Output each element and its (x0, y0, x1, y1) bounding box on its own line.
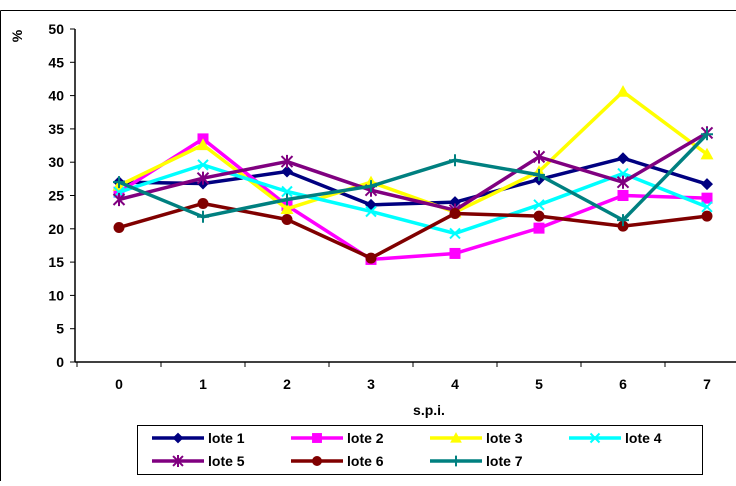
data-point (532, 150, 546, 164)
x-tick-label: 5 (535, 376, 543, 392)
data-point (701, 201, 713, 213)
data-point (449, 196, 461, 209)
legend-item: lote 3 (430, 430, 523, 446)
legend-label: lote 3 (486, 430, 523, 446)
data-point (281, 193, 293, 206)
x-tick-label: 6 (619, 376, 627, 392)
series-line (118, 137, 708, 262)
data-point (281, 213, 293, 225)
series-line (118, 156, 708, 207)
data-point (533, 222, 545, 234)
data-point (449, 207, 461, 219)
data-point (617, 190, 629, 201)
y-tick-label: 15 (48, 254, 64, 270)
data-point (365, 205, 377, 218)
data-point (700, 147, 714, 160)
legend-item: lote 1 (152, 430, 245, 446)
data-point (701, 128, 713, 141)
series-layer (112, 85, 714, 265)
x-tick-label: 1 (199, 376, 207, 392)
series-line (118, 133, 709, 222)
y-tick-label: 30 (48, 154, 64, 170)
data-point (197, 210, 209, 223)
legend-item: lote 6 (291, 453, 384, 469)
data-point (196, 171, 210, 185)
y-tick-label: 25 (48, 188, 64, 204)
x-tick-label: 4 (451, 376, 459, 392)
data-point (616, 85, 630, 97)
data-point (617, 152, 629, 165)
x-tick-label: 0 (115, 376, 123, 392)
data-point (616, 175, 630, 189)
legend-item: lote 2 (291, 430, 384, 446)
series-line (118, 201, 708, 260)
legend-label: lote 5 (208, 453, 245, 469)
y-tick-label: 45 (48, 54, 64, 70)
legend-box (137, 425, 703, 475)
data-point (617, 214, 629, 227)
data-point (113, 176, 125, 189)
data-point (197, 159, 209, 171)
legend-label: lote 2 (347, 430, 384, 446)
data-point (701, 192, 713, 204)
y-tick-label: 35 (48, 121, 64, 137)
y-tick-label: 10 (48, 287, 64, 303)
legend-label: lote 4 (625, 430, 662, 446)
data-point (280, 202, 294, 215)
x-axis-ticks: 0 1 2 3 4 5 6 7 (76, 362, 711, 392)
data-point (450, 455, 462, 467)
data-point (617, 167, 629, 180)
data-point (113, 221, 125, 233)
x-tick-label: 2 (283, 376, 291, 392)
series-lote-7 (113, 128, 713, 227)
y-tick-label: 0 (56, 354, 64, 370)
data-point (589, 432, 601, 444)
data-point (449, 154, 461, 167)
data-point (533, 199, 545, 211)
series-line (118, 89, 709, 214)
x-tick-label: 7 (703, 376, 711, 392)
data-point (449, 247, 461, 259)
y-tick-label: 40 (48, 88, 64, 104)
series-lote-6 (113, 197, 713, 264)
legend-item: lote 4 (569, 430, 662, 446)
data-point (365, 180, 377, 193)
legend: lote 1 lote 2 lote 3 lote 4 lote 5 lote 6 lote… (137, 425, 703, 475)
data-point (281, 165, 293, 178)
y-axis-ticks: 0 5 10 15 20 25 30 35 40 45 50 (48, 21, 75, 370)
data-point (312, 456, 322, 466)
data-point (196, 138, 210, 151)
data-point (701, 210, 713, 222)
data-point (112, 192, 126, 207)
legend-label: lote 1 (208, 430, 245, 446)
data-point (172, 432, 184, 444)
y-tick-label: 5 (56, 321, 64, 337)
data-point (365, 252, 377, 264)
x-axis-label: s.p.i. (413, 402, 445, 418)
data-point (533, 168, 545, 181)
data-point (197, 197, 209, 209)
legend-item: lote 5 (152, 453, 245, 469)
data-point (280, 154, 294, 169)
legend-label: lote 7 (486, 453, 523, 469)
legend-item: lote 7 (430, 453, 523, 469)
data-point (281, 185, 293, 198)
y-axis-label: % (9, 29, 25, 42)
data-point (172, 455, 184, 467)
y-tick-label: 20 (48, 221, 64, 237)
legend-label: lote 6 (347, 453, 384, 469)
data-point (450, 432, 462, 443)
data-point (312, 433, 322, 443)
x-tick-label: 3 (367, 376, 375, 392)
y-tick-label: 50 (48, 21, 64, 37)
series-line (118, 131, 708, 212)
data-point (701, 178, 713, 191)
data-point (533, 210, 545, 222)
data-point (449, 227, 461, 240)
